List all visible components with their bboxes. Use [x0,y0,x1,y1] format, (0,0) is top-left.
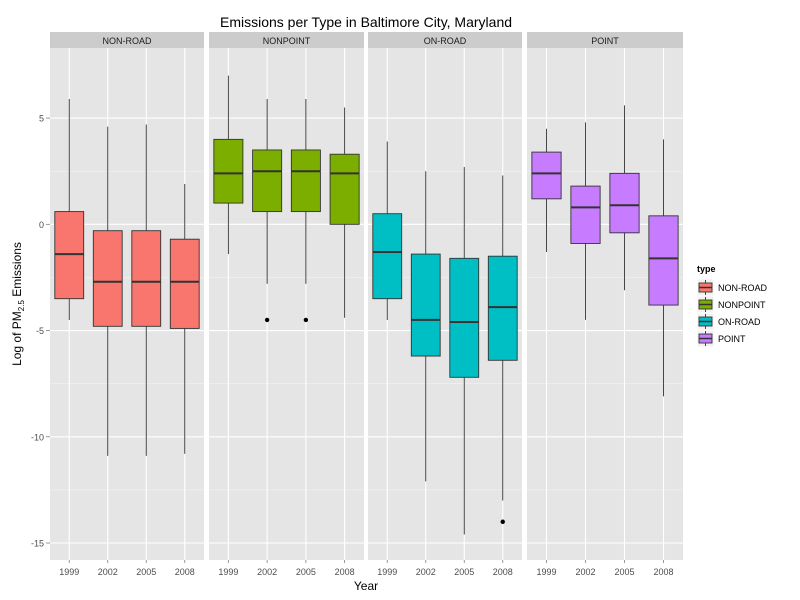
x-tick-label: 2008 [175,567,195,577]
box-body [531,151,562,200]
box-body [169,238,200,329]
x-tick-label: 2008 [653,567,673,577]
x-tick-label: 1999 [218,567,238,577]
y-tick-label: -15 [31,539,44,549]
x-tick-label: 2005 [136,567,156,577]
legend-entry-label: NONPOINT [718,300,766,310]
facet-strip-label: POINT [591,36,619,46]
box-non-road-2005 [131,124,162,456]
x-tick-label: 2002 [416,567,436,577]
legend-title: type [697,264,716,274]
y-axis-title-prefix: Log of PM [10,311,24,366]
facet-panel-non-road: NON-ROAD 1999 2002 2005 2008 [50,32,204,577]
box-body [487,255,518,361]
facet-panels: NON-ROAD 1999 2002 2005 2008 NONPOINT 1999 2002… [50,32,683,577]
y-tick-label: 0 [39,220,44,230]
facet-strip-label: NONPOINT [263,36,311,46]
box-nonpoint-1999 [213,75,244,255]
facet-strip [527,32,683,48]
box-point-1999 [531,128,562,252]
box-nonpoint-2002 [252,98,283,323]
legend-entry-label: NON-ROAD [718,283,767,293]
x-tick-label: 2008 [493,567,513,577]
y-tick-label: 5 [39,114,44,124]
x-tick-label: 2005 [454,567,474,577]
chart-title: Emissions per Type in Baltimore City, Ma… [220,14,512,30]
x-tick-label: 2005 [614,567,634,577]
box-non-road-2008 [169,183,200,454]
x-tick-label: 2008 [335,567,355,577]
box-on-road-2002 [410,171,441,482]
box-non-road-2002 [92,126,123,456]
y-axis: 5 0 -5 -10 -15 [31,114,50,549]
x-tick-label: 1999 [59,567,79,577]
box-nonpoint-2005 [290,98,321,323]
x-tick-label: 1999 [536,567,556,577]
x-axis-title: Year [354,579,378,593]
x-tick-label: 2002 [98,567,118,577]
box-body [290,149,321,213]
box-body [449,257,480,378]
panel-background [209,48,364,560]
facet-strip [50,32,204,48]
box-body [252,149,283,213]
facet-strip [368,32,522,48]
outlier-point [264,317,270,323]
facet-panel-point: POINT 1999 2002 2005 2008 [527,32,683,577]
y-tick-label: -5 [36,326,44,336]
box-point-2008 [648,139,679,397]
box-body [131,230,162,327]
legend-entry-on-road: ON-ROAD [696,312,761,331]
facet-strip [209,32,364,48]
facet-panel-nonpoint: NONPOINT 1999 2002 2005 2008 [209,32,364,577]
box-body [92,230,123,327]
box-body [609,172,640,234]
facet-panel-on-road: ON-ROAD 1999 2002 2005 2008 [368,32,522,577]
y-axis-title-suffix: Emissions [10,242,24,300]
box-on-road-1999 [372,141,403,320]
box-body [213,138,244,204]
x-tick-label: 2002 [257,567,277,577]
legend-entry-non-road: NON-ROAD [696,278,767,297]
box-body [410,253,441,357]
legend-entry-label: ON-ROAD [718,317,761,327]
box-body [372,213,403,300]
facet-strip-label: NON-ROAD [103,36,152,46]
box-on-road-2008 [487,175,518,524]
box-on-road-2005 [449,166,480,535]
legend: type NON-ROAD NONPOINT ON-ROAD POINT [696,264,767,348]
box-point-2005 [609,105,640,291]
legend-entry-point: POINT [696,329,746,348]
outlier-point [500,519,505,524]
legend-entry-nonpoint: NONPOINT [696,295,766,314]
box-body [54,211,85,300]
x-tick-label: 2002 [575,567,595,577]
box-non-road-1999 [54,98,85,320]
box-point-2002 [570,122,601,320]
x-tick-label: 2005 [296,567,316,577]
y-tick-label: -10 [31,432,44,442]
x-tick-label: 1999 [377,567,397,577]
facet-strip-label: ON-ROAD [424,36,467,46]
box-body [648,215,679,306]
outlier-point [303,317,309,323]
box-body [329,153,360,225]
legend-entry-label: POINT [718,334,746,344]
y-axis-title-subscript: 2.5 [17,300,26,312]
y-axis-title: Log of PM2.5 Emissions [10,242,26,366]
box-body [570,185,601,244]
box-nonpoint-2008 [329,107,360,318]
